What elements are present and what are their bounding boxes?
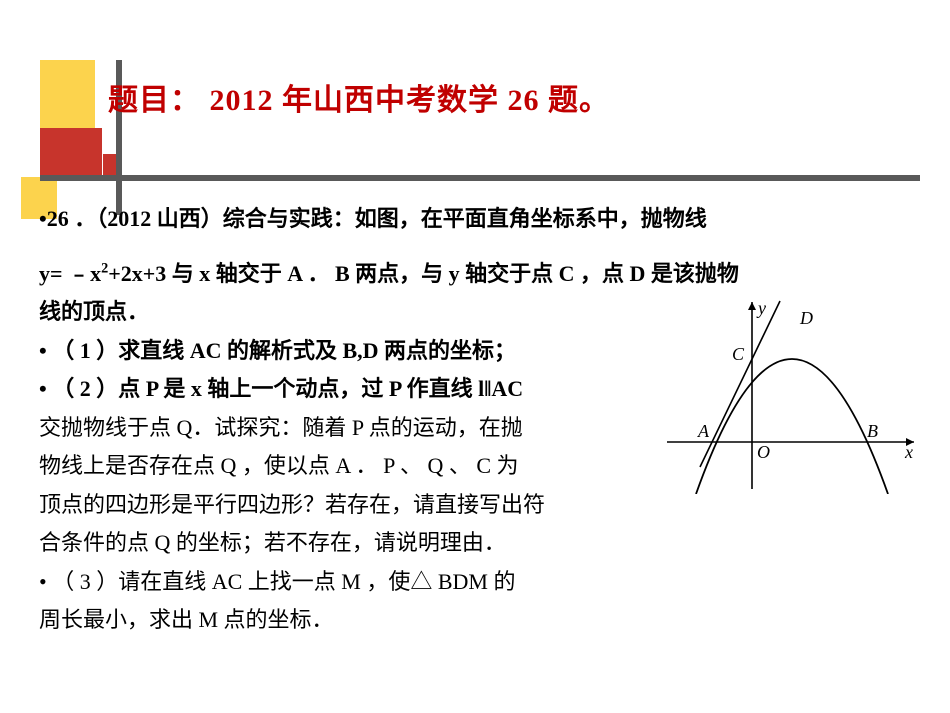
- eq-rest: +2x+3 与 x 轴交于 A ． B 两点，与 y 轴交于点 C ，点 D 是…: [108, 261, 739, 286]
- line11-text: 周长最小，求出 M 点的坐标．: [39, 607, 334, 632]
- line5-text: • （ 2 ）点 P 是 x 轴上一个动点，过 P 作直线 l‖AC: [39, 376, 523, 401]
- eq-x: x: [90, 261, 101, 286]
- figure-svg: y x O A B C D: [662, 294, 922, 494]
- page-title: 题目： 2012 年山西中考数学 26 题。: [108, 75, 610, 119]
- slide: 题目： 2012 年山西中考数学 26 题。 •26 ．（2012 山西）综合与…: [0, 0, 950, 713]
- parabola-figure: y x O A B C D: [662, 294, 922, 494]
- line8-text: 顶点的四边形是平行四边形？若存在，请直接写出符: [39, 492, 545, 517]
- line3-text: 线的顶点．: [39, 299, 149, 324]
- line6-text: 交抛物线于点 Q．试探究：随着 P 点的运动，在抛: [39, 415, 523, 440]
- label-D: D: [799, 308, 813, 328]
- line4-text: • （ 1 ）求直线 AC 的解析式及 B,D 两点的坐标；: [39, 338, 516, 363]
- label-x: x: [904, 442, 913, 462]
- line10-text: • （ 3 ）请在直线 AC 上找一点 M ，使△ BDM 的: [39, 569, 515, 594]
- label-y: y: [756, 298, 766, 318]
- parabola-curve: [696, 359, 888, 494]
- line1-text: •26 ．（2012 山西）综合与实践：如图，在平面直角坐标系中，抛物线: [39, 206, 707, 231]
- label-O: O: [757, 442, 770, 462]
- line-11: 周长最小，求出 M 点的坐标．: [39, 601, 914, 640]
- label-B: B: [867, 421, 878, 441]
- line-2: y= ﹣x2+2x+3 与 x 轴交于 A ． B 两点，与 y 轴交于点 C …: [39, 255, 914, 294]
- line-9: 合条件的点 Q 的坐标；若不存在，请说明理由．: [39, 524, 914, 563]
- eq-pre: y=: [39, 261, 68, 286]
- line7-text: 物线上是否存在点 Q ，使以点 A ． P 、 Q 、 C 为: [39, 453, 519, 478]
- line-1: •26 ．（2012 山西）综合与实践：如图，在平面直角坐标系中，抛物线: [39, 200, 914, 239]
- eq-neg: ﹣: [68, 261, 90, 286]
- line9-text: 合条件的点 Q 的坐标；若不存在，请说明理由．: [39, 530, 506, 555]
- y-axis-arrow: [748, 302, 756, 310]
- label-C: C: [732, 344, 745, 364]
- line-10: • （ 3 ）请在直线 AC 上找一点 M ，使△ BDM 的: [39, 563, 914, 602]
- deco-h-line: [40, 175, 920, 181]
- deco-red-1: [40, 128, 102, 176]
- label-A: A: [697, 421, 710, 441]
